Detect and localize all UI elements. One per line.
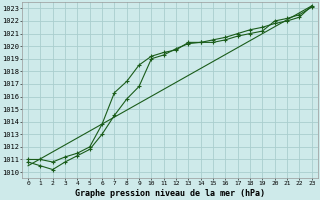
- X-axis label: Graphe pression niveau de la mer (hPa): Graphe pression niveau de la mer (hPa): [75, 189, 265, 198]
